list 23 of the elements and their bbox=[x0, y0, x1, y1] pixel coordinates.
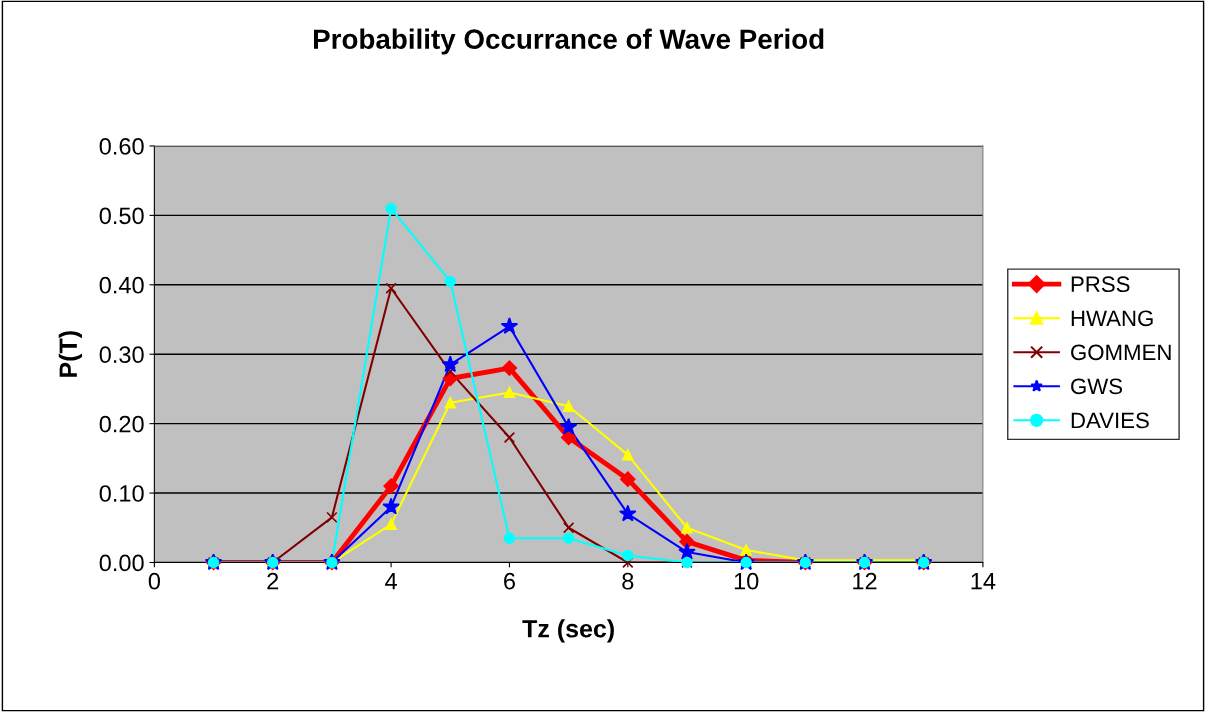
x-tick-label: 2 bbox=[267, 572, 279, 590]
legend-label: DAVIES bbox=[1071, 412, 1149, 429]
chart-title: Probability Occurrance of Wave Period bbox=[314, 28, 824, 55]
y-tick-label: 0.60 bbox=[99, 138, 144, 155]
legend-label: GOMMEN bbox=[1071, 344, 1171, 361]
x-tick-label: 12 bbox=[853, 572, 877, 590]
y-tick-label: 0.40 bbox=[99, 276, 144, 294]
x-tick-label: 0 bbox=[148, 572, 161, 590]
x-tick-label: 14 bbox=[971, 573, 996, 590]
y-tick-label: 0.20 bbox=[99, 415, 144, 433]
y-tick-label: 0.00 bbox=[99, 554, 144, 572]
legend-label: HWANG bbox=[1071, 310, 1153, 327]
legend-label: GWS bbox=[1071, 378, 1123, 395]
y-tick-label: 0.10 bbox=[99, 485, 144, 502]
y-tick-label: 0.30 bbox=[99, 346, 144, 364]
legend-label: PRSS bbox=[1071, 276, 1130, 293]
x-tick-label: 8 bbox=[622, 572, 634, 590]
x-tick-label: 6 bbox=[504, 572, 515, 590]
y-axis-title: P(T) bbox=[58, 331, 83, 377]
x-tick-label: 10 bbox=[734, 572, 759, 590]
x-tick-label: 4 bbox=[385, 573, 397, 590]
y-tick-label: 0.50 bbox=[99, 207, 144, 225]
x-axis-title: Tz (sec) bbox=[522, 619, 614, 643]
